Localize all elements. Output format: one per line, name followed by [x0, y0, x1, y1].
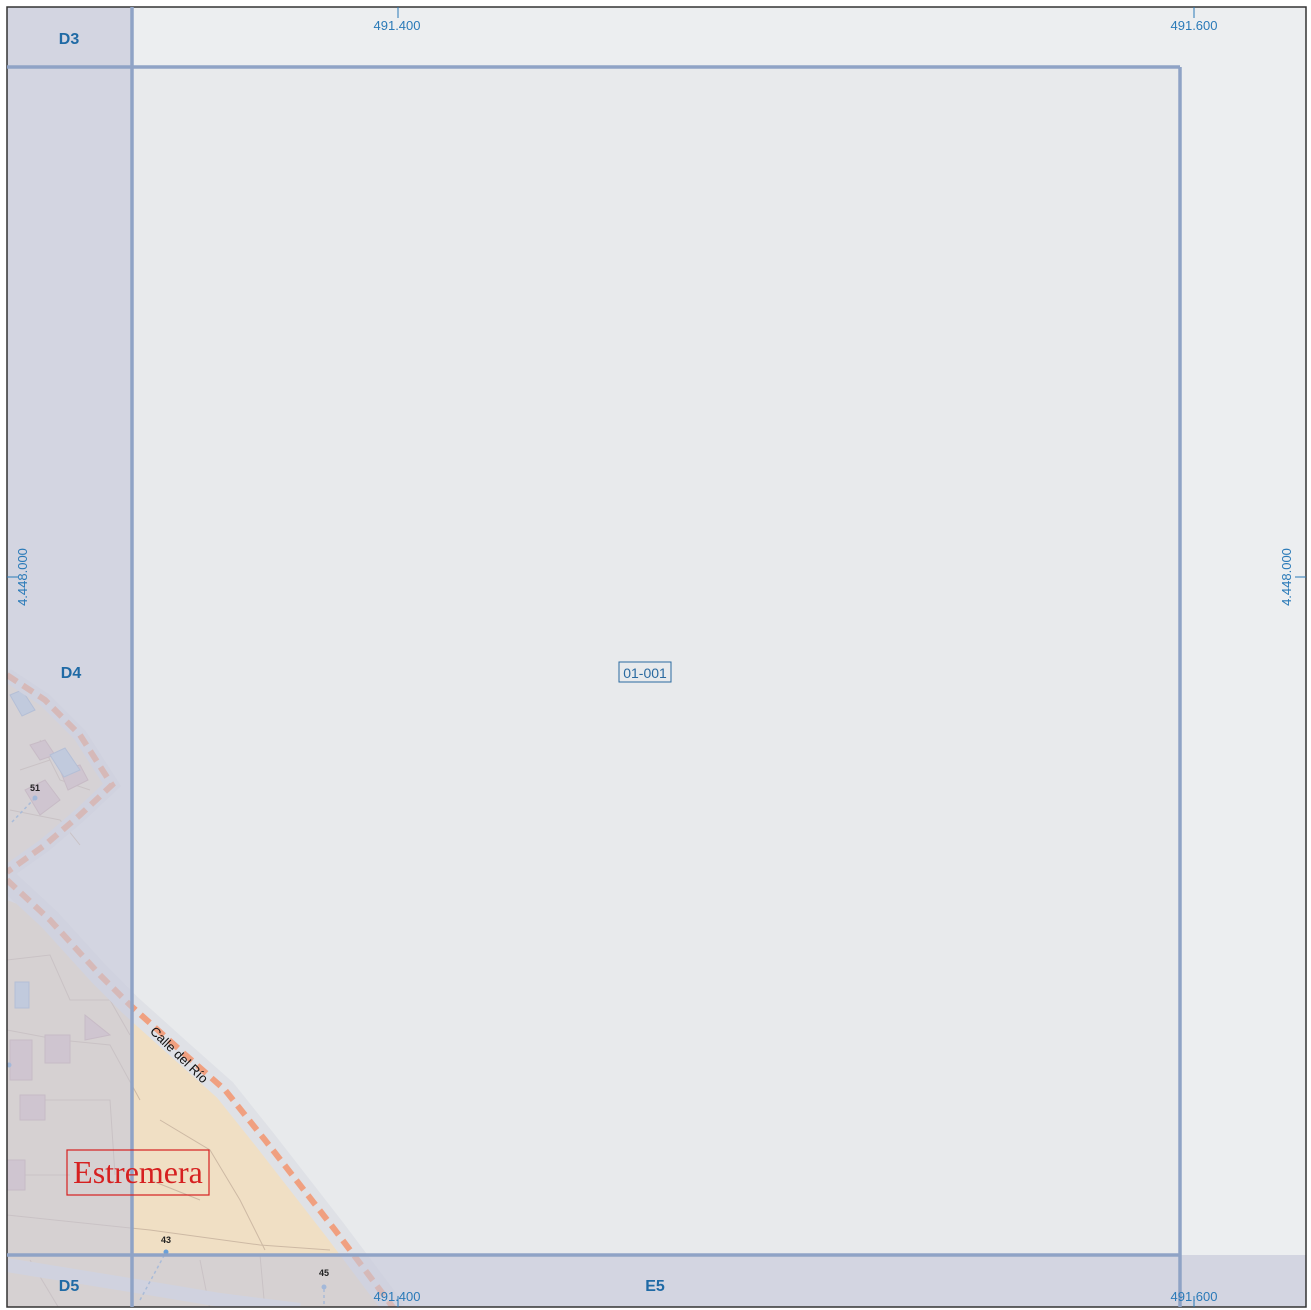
house-number: 45	[319, 1268, 329, 1278]
town-label-box	[66, 1149, 210, 1196]
coord-x-bottom-left: 491.400	[374, 1289, 421, 1304]
grid-label-d5[interactable]: D5	[59, 1278, 80, 1295]
house-number: 43	[161, 1235, 171, 1245]
grid-label-e5[interactable]: E5	[645, 1278, 665, 1295]
margin-bands	[7, 7, 1306, 1307]
grid-label-d4[interactable]: D4	[61, 665, 82, 682]
sheet-label-box	[618, 661, 672, 683]
right-margin	[1180, 7, 1306, 1255]
coord-x-bottom-right: 491.600	[1171, 1289, 1218, 1304]
coord-x-top-left: 491.400	[374, 18, 421, 33]
town-label[interactable]: Estremera	[73, 1154, 203, 1190]
outer-frame	[6, 6, 1307, 1308]
coord-y-right: 4.448.000	[1279, 548, 1294, 606]
grid-label-d3[interactable]: D3	[59, 31, 80, 48]
coord-x-top-right: 491.600	[1171, 18, 1218, 33]
grid-lines	[7, 7, 1182, 1307]
top-margin	[132, 7, 1180, 67]
coord-y-left: 4.448.000	[15, 548, 30, 606]
sheet-label[interactable]: 01-001	[623, 665, 667, 681]
house-number: 51	[30, 783, 40, 793]
coordinate-ticks	[7, 7, 1306, 1307]
